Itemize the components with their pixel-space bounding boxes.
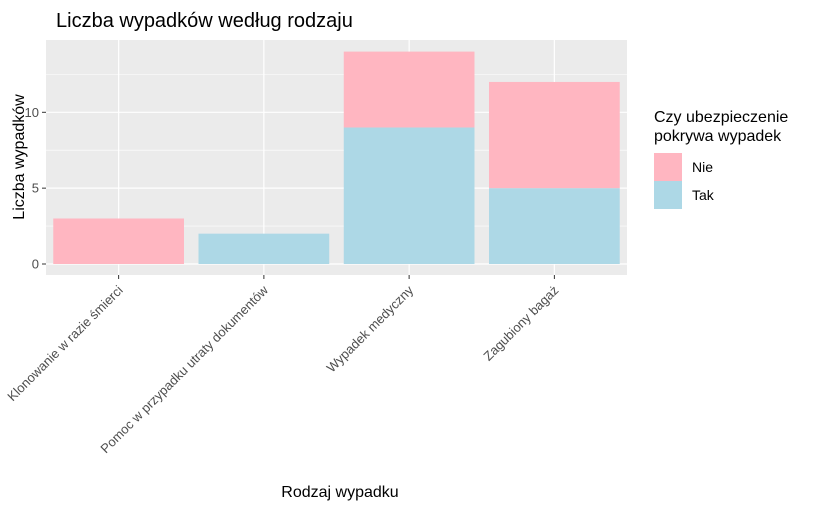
bar-segment-nie — [489, 81, 620, 189]
x-tick-label: Klonowanie w razie śmierci — [4, 282, 126, 404]
bar-segment-tak — [343, 127, 475, 264]
y-tick-label: 10 — [25, 105, 39, 120]
legend-title-line-1: Czy ubezpieczenie — [654, 109, 788, 126]
x-tick-label: Wypadek medyczny — [323, 282, 416, 375]
x-tick-label: Pomoc w przypadku utraty dokumentów — [97, 282, 271, 456]
x-axis-title: Rodzaj wypadku — [281, 484, 398, 501]
bar-segment-tak — [198, 233, 330, 264]
legend-label-nie: Nie — [692, 159, 713, 175]
bars — [53, 51, 620, 264]
legend-label-tak: Tak — [692, 187, 715, 203]
y-axis: 0 5 10 — [25, 105, 46, 272]
bar-segment-nie — [343, 51, 475, 128]
y-tick-label: 0 — [32, 257, 39, 272]
legend-swatch-tak — [654, 181, 682, 209]
legend-swatch-nie — [654, 153, 682, 181]
y-tick-label: 5 — [32, 181, 39, 196]
y-axis-title: Liczba wypadków — [11, 94, 28, 220]
x-tick-label: Zagubiony bagaż — [480, 283, 561, 364]
legend: Czy ubezpieczenie pokrywa wypadek Nie Ta… — [654, 109, 788, 209]
legend-title-line-2: pokrywa wypadek — [654, 128, 782, 145]
bar-segment-nie — [53, 218, 184, 264]
bar-segment-tak — [489, 188, 620, 264]
chart-title: Liczba wypadków według rodzaju — [56, 10, 353, 32]
